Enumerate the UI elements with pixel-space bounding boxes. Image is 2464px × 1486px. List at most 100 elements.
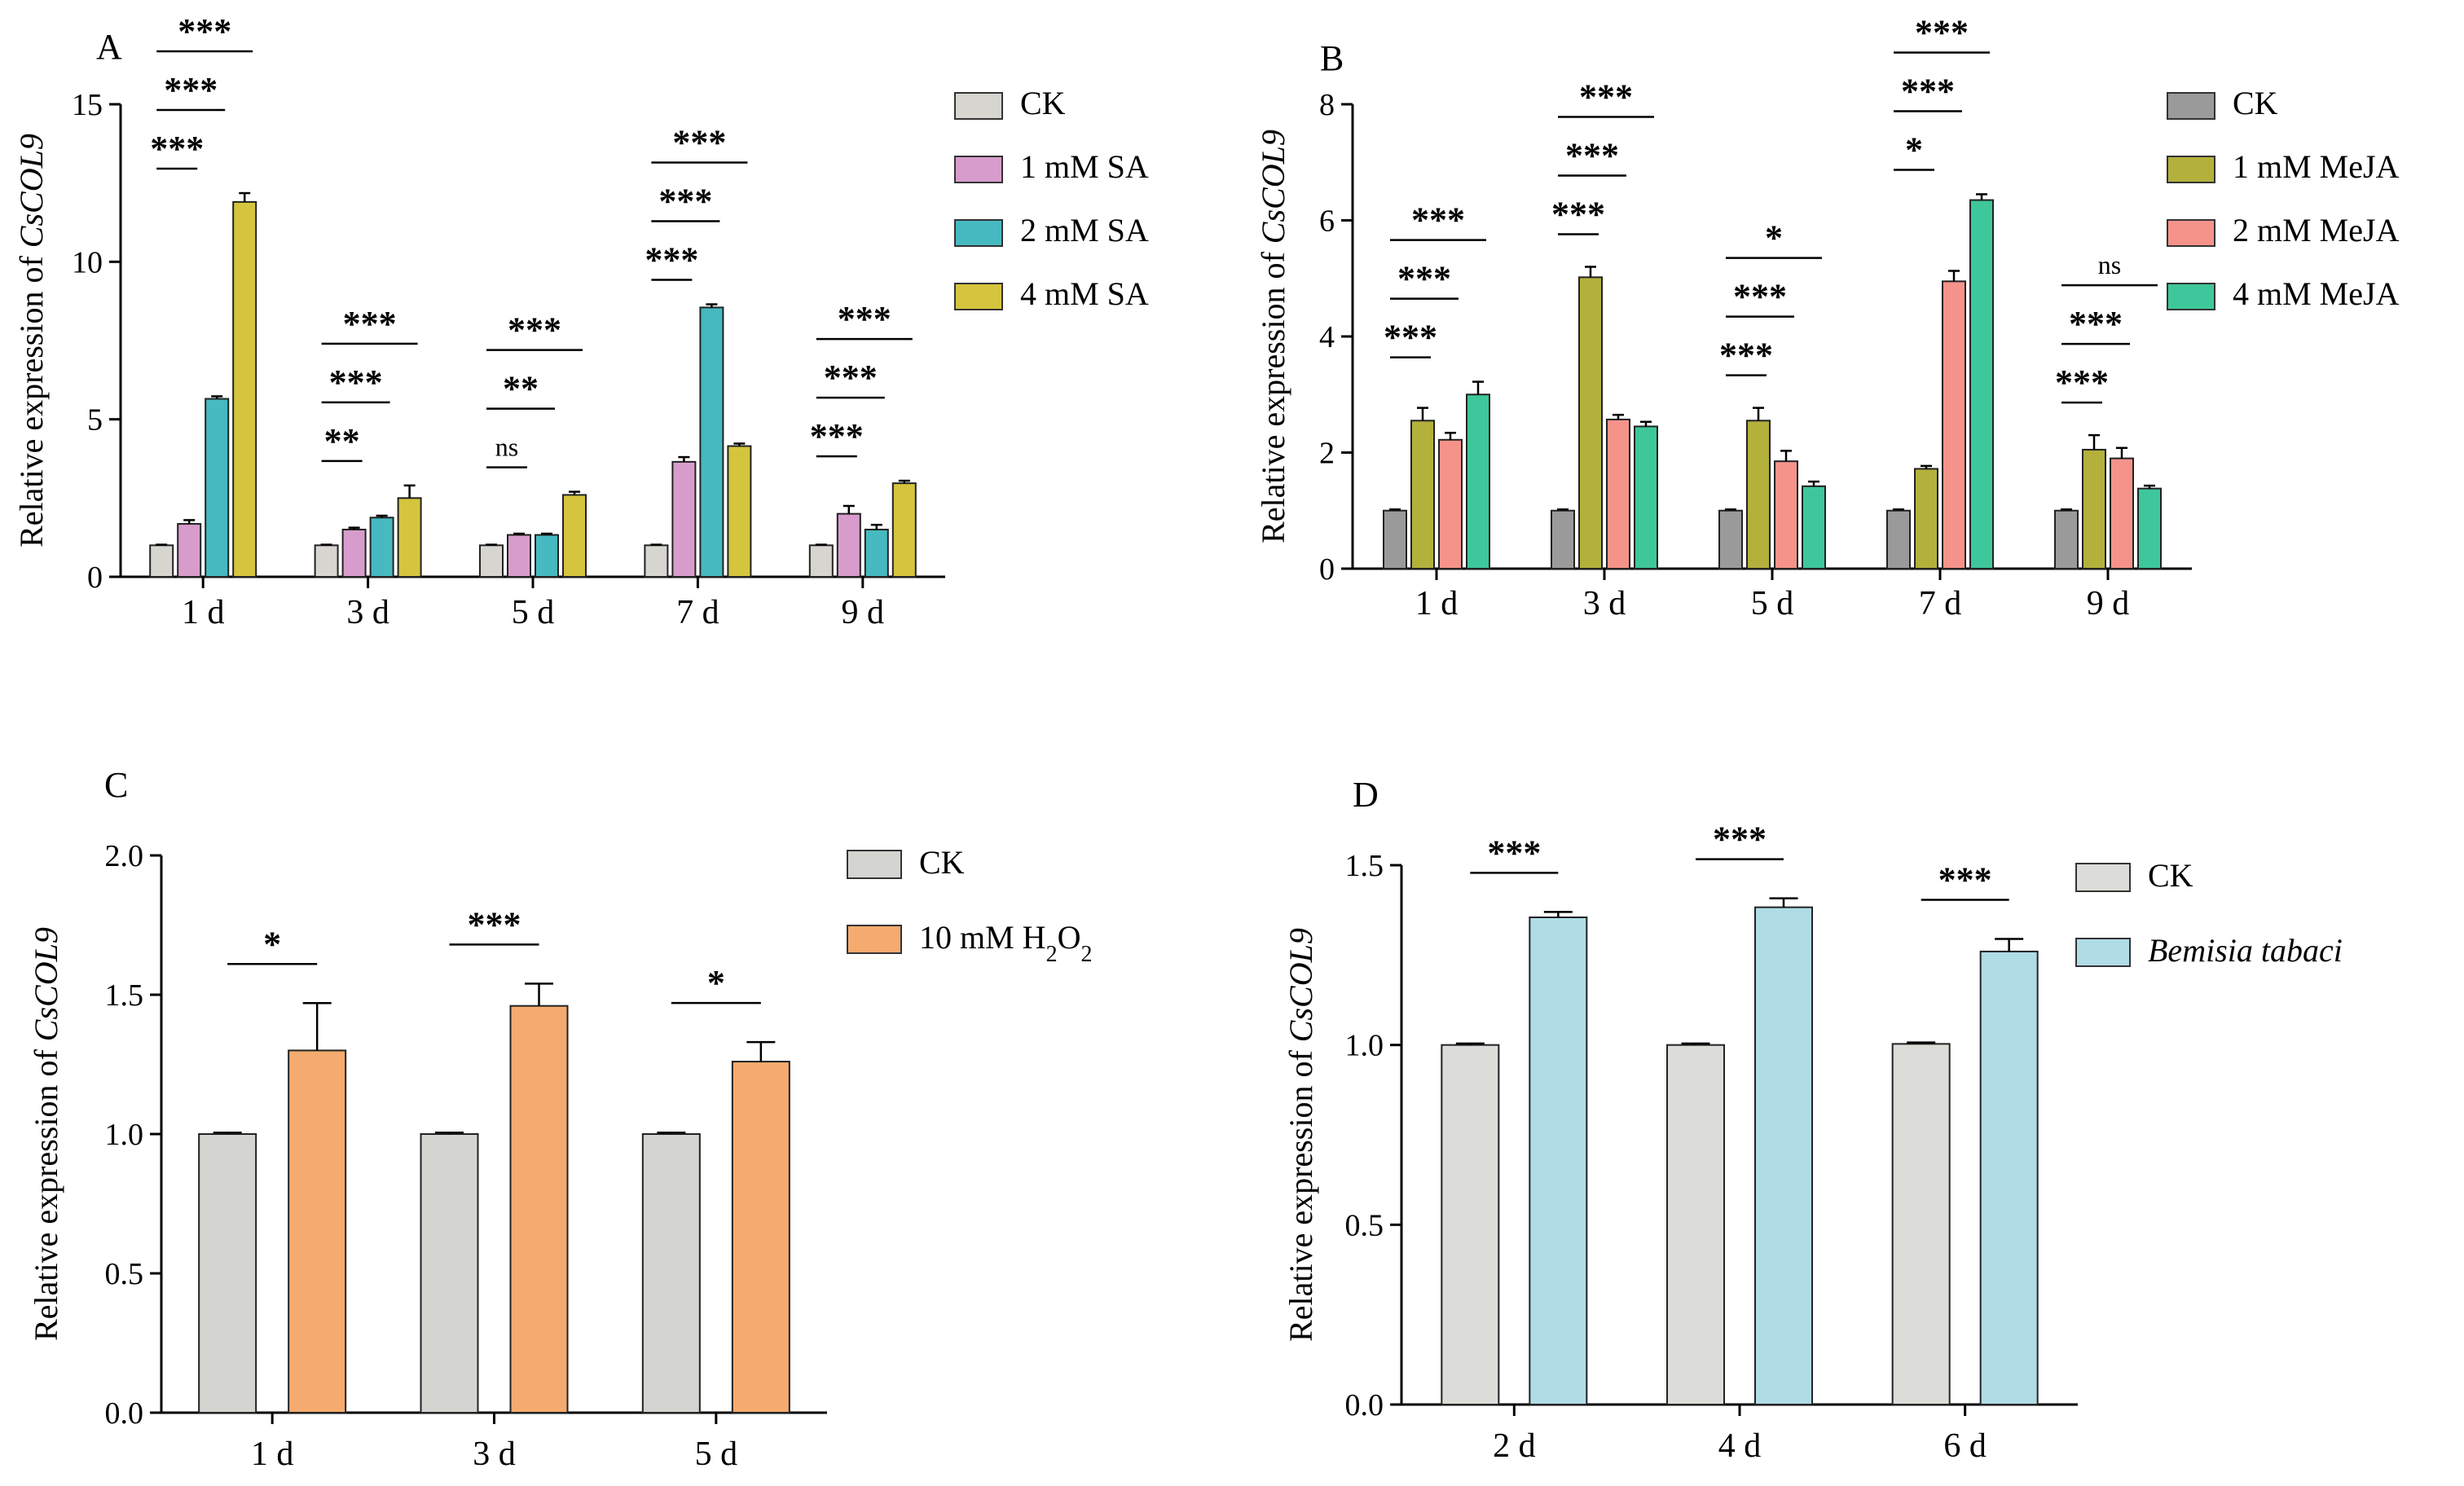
x-tick-label: 2 d bbox=[1493, 1427, 1536, 1465]
x-tick-label: 1 d bbox=[1415, 585, 1459, 622]
bar bbox=[1529, 916, 1588, 1405]
legend-label-subscript: 2 bbox=[1046, 942, 1058, 967]
bar bbox=[535, 534, 559, 578]
y-tick-label: 0.5 bbox=[1345, 1208, 1384, 1242]
significance-label: *** bbox=[1938, 860, 1992, 899]
y-tick-label: 10 bbox=[72, 245, 103, 279]
legend-label-text: CK bbox=[2233, 85, 2278, 121]
y-axis-label-gene: CsCOL9 bbox=[1283, 928, 1319, 1042]
y-tick-label: 1.0 bbox=[1345, 1029, 1384, 1063]
bar bbox=[177, 523, 202, 578]
bar bbox=[1410, 420, 1435, 569]
bar bbox=[288, 1049, 347, 1414]
x-tick-label: 7 d bbox=[1919, 585, 1962, 622]
legend-label-text: 2 mM MeJA bbox=[2233, 212, 2400, 248]
legend-label: CK bbox=[2233, 85, 2278, 121]
y-tick-label: 0.0 bbox=[1345, 1388, 1384, 1422]
bar bbox=[314, 544, 339, 578]
bar bbox=[808, 544, 834, 578]
bar bbox=[341, 529, 367, 578]
chart-panel-d: 0.0 0.5 1.0 1.5 Relative expression of CsCOL… bbox=[1283, 820, 2343, 1465]
legend-label: 10 mM H2O2 bbox=[919, 919, 1092, 967]
bar bbox=[2082, 448, 2106, 569]
y-tick-label: 15 bbox=[72, 88, 103, 122]
bar bbox=[864, 529, 889, 578]
legend-label: 1 mM SA bbox=[1020, 148, 1149, 185]
legend-swatch bbox=[954, 156, 1003, 183]
y-axis-label-gene: CsCOL9 bbox=[13, 134, 50, 248]
bar bbox=[2110, 457, 2134, 569]
y-tick-label: 6 bbox=[1319, 204, 1335, 239]
bar bbox=[1466, 393, 1490, 569]
bar bbox=[1606, 418, 1630, 570]
bar bbox=[1969, 199, 1994, 569]
significance-label: *** bbox=[672, 123, 726, 163]
legend-label-text: 2 mM SA bbox=[1020, 212, 1149, 248]
significance-label: *** bbox=[343, 304, 397, 344]
legend-swatch bbox=[954, 283, 1003, 310]
bar bbox=[1802, 485, 1826, 570]
legend-label-text: CK bbox=[1020, 85, 1066, 121]
x-tick-label: 7 d bbox=[676, 594, 719, 631]
legend-swatch bbox=[2167, 219, 2215, 247]
legend-label-text: 4 mM SA bbox=[1020, 275, 1149, 312]
bar bbox=[479, 544, 504, 578]
bar bbox=[731, 1061, 790, 1413]
legend-swatch bbox=[2075, 863, 2131, 892]
significance-label: * bbox=[707, 963, 725, 1003]
x-tick-label: 4 d bbox=[1718, 1427, 1762, 1465]
x-tick-label: 5 d bbox=[1751, 585, 1794, 622]
x-tick-label: 9 d bbox=[2087, 585, 2130, 622]
legend-label: 1 mM MeJA bbox=[2233, 148, 2400, 185]
bar bbox=[1754, 906, 1813, 1405]
y-tick-label: 1.5 bbox=[1345, 849, 1384, 883]
y-tick-label: 2 bbox=[1319, 437, 1335, 471]
bar bbox=[562, 494, 587, 578]
significance-label: *** bbox=[1551, 195, 1605, 235]
x-tick-label: 6 d bbox=[1943, 1427, 1987, 1465]
bar bbox=[1979, 950, 2039, 1406]
bar bbox=[397, 497, 422, 578]
bar bbox=[1886, 509, 1911, 569]
significance-label: * bbox=[1765, 218, 1783, 258]
bar bbox=[1438, 438, 1463, 570]
legend-label: 2 mM SA bbox=[1020, 212, 1149, 248]
y-tick-label: 1.5 bbox=[105, 978, 144, 1013]
bar bbox=[420, 1133, 479, 1413]
significance-label: *** bbox=[164, 70, 218, 110]
significance-label: *** bbox=[2069, 304, 2123, 344]
y-axis-label-prefix: Relative expression of bbox=[1283, 1042, 1319, 1342]
significance-label: *** bbox=[1384, 318, 1437, 358]
legend-label: 4 mM MeJA bbox=[2233, 275, 2400, 312]
legend-label-text: CK bbox=[2148, 857, 2193, 894]
bar bbox=[1383, 509, 1407, 569]
bar bbox=[1718, 509, 1743, 569]
bar bbox=[2137, 487, 2162, 569]
bar bbox=[891, 482, 917, 578]
y-tick-label: 1.0 bbox=[105, 1118, 144, 1152]
significance-label: *** bbox=[658, 182, 712, 222]
bar bbox=[644, 544, 669, 578]
bar bbox=[1666, 1044, 1725, 1405]
bar bbox=[727, 445, 752, 578]
y-tick-label: 0 bbox=[1319, 552, 1335, 587]
legend-swatch bbox=[847, 925, 902, 954]
significance-label: *** bbox=[2055, 363, 2109, 402]
legend-swatch bbox=[954, 219, 1003, 247]
y-axis-label: Relative expression of CsCOL9 bbox=[13, 134, 50, 547]
bar bbox=[1551, 509, 1575, 569]
x-tick-label: 1 d bbox=[251, 1435, 294, 1473]
bar bbox=[641, 1133, 701, 1413]
x-tick-label: 3 d bbox=[346, 594, 389, 631]
x-tick-label: 5 d bbox=[512, 594, 555, 631]
legend-swatch bbox=[2075, 938, 2131, 967]
legend-label-text: Bemisia tabaci bbox=[2148, 932, 2343, 969]
legend-label-subscript: 2 bbox=[1080, 942, 1092, 967]
bar bbox=[1914, 468, 1938, 570]
significance-label: *** bbox=[150, 129, 204, 169]
x-tick-label: 3 d bbox=[473, 1435, 516, 1473]
y-tick-label: 0.0 bbox=[105, 1396, 144, 1431]
bar bbox=[1942, 280, 1966, 569]
